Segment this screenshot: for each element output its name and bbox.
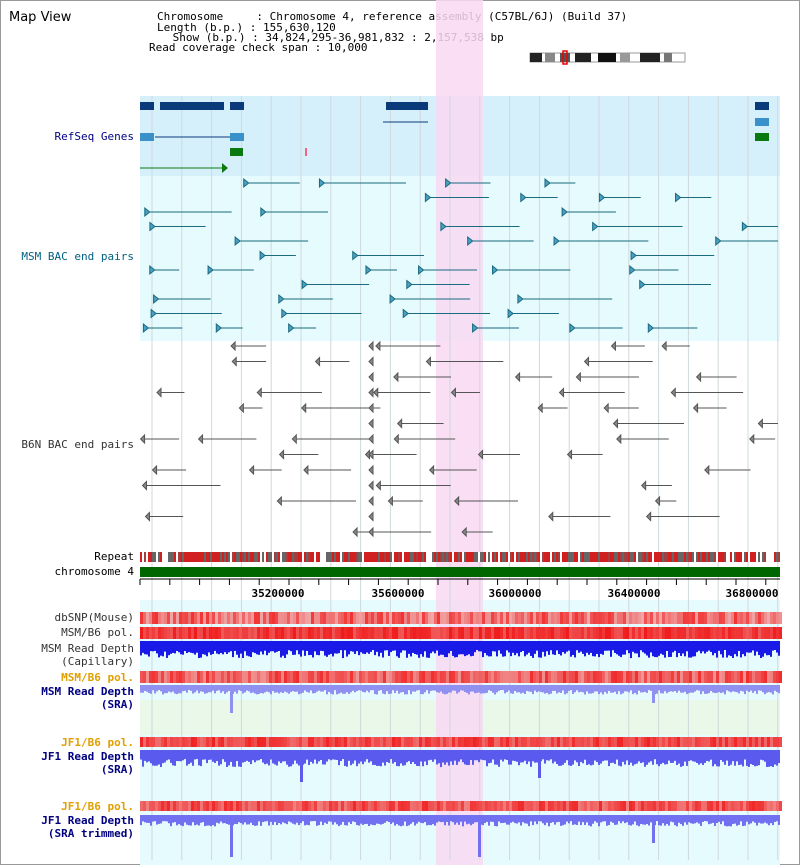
msm-depth-cap-sub: (Capillary) — [61, 655, 134, 668]
axis-tick-label: 36400000 — [607, 587, 661, 600]
jf1-depth-trim-label: JF1 Read Depth — [41, 814, 134, 827]
jf1-depth-trim-sub: (SRA trimmed) — [47, 827, 134, 840]
b6n-bac-label: B6N BAC end pairs — [21, 438, 134, 451]
info-length: Length (b.p.) : 155,630,120 — [157, 21, 336, 34]
msm-b6-pol-label: MSM/B6 pol. — [61, 626, 134, 639]
refseq-genes[interactable] — [140, 102, 769, 173]
chromosome-label: chromosome 4 — [54, 565, 134, 578]
axis-tick-label: 36800000 — [725, 587, 779, 600]
jf1-depth-sra-label: JF1 Read Depth — [41, 750, 134, 763]
axis-tick-label: 35600000 — [371, 587, 425, 600]
msm-depth-cap-label: MSM Read Depth — [41, 642, 134, 655]
chromosome-bar[interactable] — [140, 567, 780, 577]
info-coverage-span: Read coverage check span : 10,000 — [149, 41, 368, 54]
axis-tick-label: 36000000 — [488, 587, 542, 600]
repeat-label: Repeat — [94, 550, 134, 563]
highlight-region[interactable] — [436, 0, 483, 865]
jf1-b6-pol-label: JF1/B6 pol. — [61, 736, 134, 749]
msm-b6-pol2-label: MSM/B6 pol. — [61, 671, 134, 684]
msm-depth-sra-sub: (SRA) — [100, 698, 134, 711]
page-title: Map View — [9, 10, 72, 25]
b6n-bac-end-pairs[interactable] — [139, 340, 778, 538]
dbsnp-label: dbSNP(Mouse) — [54, 611, 134, 624]
jf1-b6-pol2-label: JF1/B6 pol. — [61, 800, 134, 813]
msm-depth-sra-label: MSM Read Depth — [41, 685, 134, 698]
msm-bac-label: MSM BAC end pairs — [21, 250, 134, 263]
msm-bac-end-pairs[interactable] — [142, 177, 778, 334]
chromosome-ideogram[interactable] — [529, 50, 686, 65]
repeat-track[interactable] — [140, 552, 780, 562]
refseq-genes-label: RefSeq Genes — [54, 130, 134, 143]
jf1-depth-sra-sub: (SRA) — [100, 763, 134, 776]
axis-tick-label: 35200000 — [251, 587, 305, 600]
coverage-tracks[interactable] — [140, 612, 782, 857]
